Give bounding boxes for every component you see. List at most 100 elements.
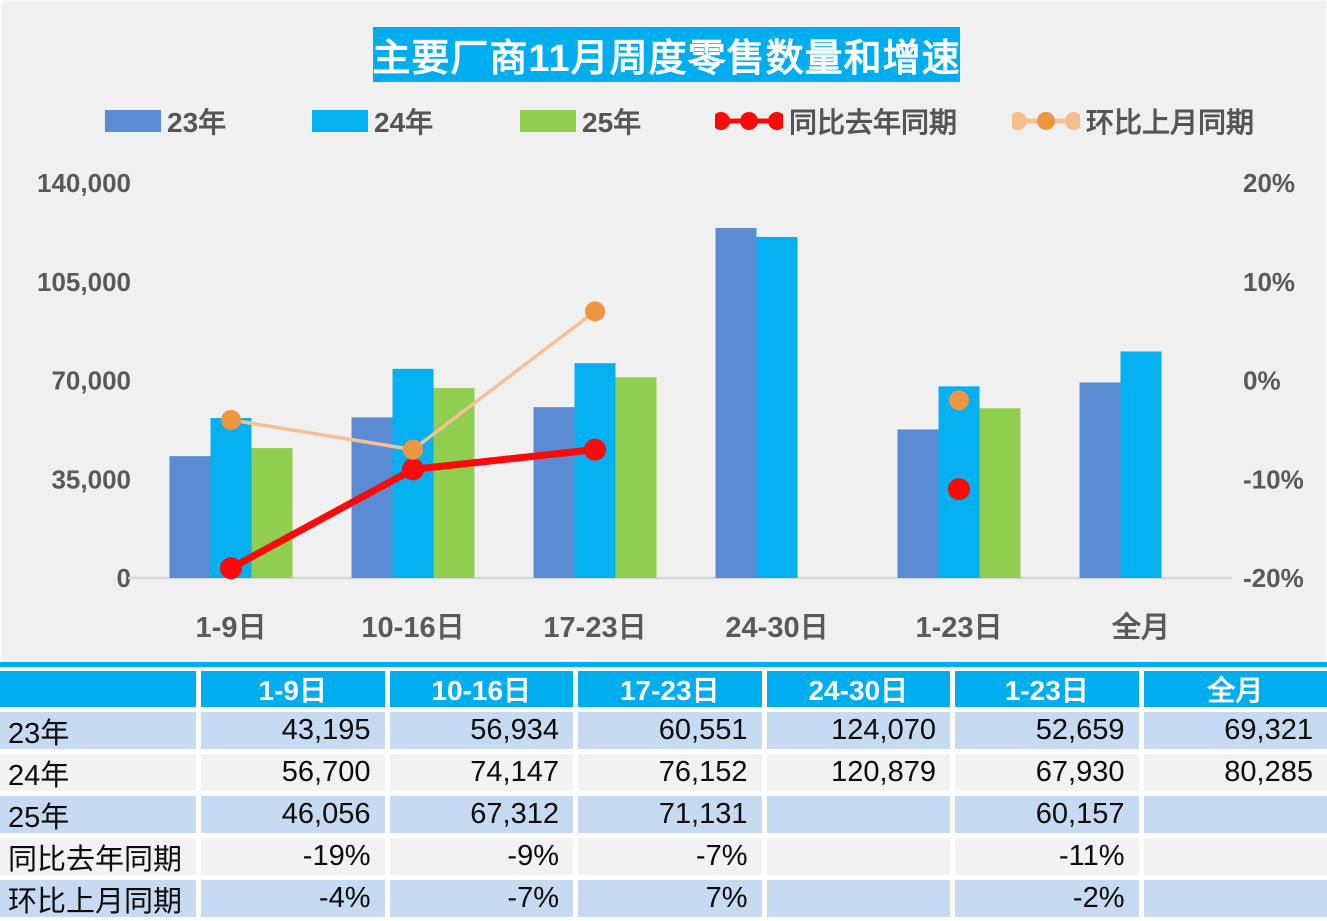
- table-cell: -7%: [578, 838, 762, 875]
- table-cell: 60,157: [955, 796, 1139, 833]
- table-cell: [766, 796, 950, 833]
- left-axis-tick-label: 0: [117, 563, 131, 593]
- table-top-border: [0, 662, 1327, 667]
- left-axis-tick-label: 140,000: [37, 168, 131, 198]
- legend-item-3: 25年: [520, 101, 641, 141]
- table-header-cell: 全月: [1143, 671, 1327, 707]
- x-axis-category-label: 10-16日: [361, 612, 464, 644]
- marker-环比上月同期-1-9日: [221, 410, 241, 430]
- legend-item-2: 24年: [312, 101, 433, 141]
- left-axis-tick-label: 35,000: [51, 464, 131, 494]
- table-cell: 76,152: [578, 754, 762, 791]
- right-axis-tick-label: -10%: [1243, 464, 1304, 494]
- chart-legend: 23年 24年 25年 同比去年同期 环比上月同期: [0, 101, 1327, 141]
- table-header-cell: 17-23日: [578, 671, 762, 707]
- table-header-cell: 1-9日: [201, 671, 385, 707]
- table-header-cell: 10-16日: [389, 671, 573, 707]
- bar-23年-17-23日: [533, 407, 575, 578]
- right-axis-tick-label: 10%: [1243, 267, 1295, 297]
- table-cell: -19%: [201, 838, 385, 875]
- legend-label: 24年: [374, 107, 434, 138]
- marker-同比去年同期-10-16日: [402, 458, 424, 481]
- table-header-cell: 1-23日: [955, 671, 1139, 707]
- marker-同比去年同期-17-23日: [584, 438, 606, 461]
- table-cell: -7%: [389, 880, 573, 917]
- line-segment-同比去年同期: [227, 465, 417, 572]
- legend-label: 同比去年同期: [789, 107, 958, 138]
- x-axis-category-label: 1-9日: [196, 612, 267, 644]
- chart-title: 主要厂商11月周度零售数量和增速: [372, 27, 960, 82]
- chart-panel: 0 35,000 70,000 105,000 140,000 -20% -10% 0% 10%…: [0, 0, 1327, 675]
- line-segment-同比去年同期: [409, 446, 599, 473]
- table-cell: 56,700: [201, 754, 385, 791]
- legend-label: 23年: [167, 107, 227, 138]
- table-cell: [1143, 838, 1327, 875]
- table-header-cell: 24-30日: [766, 671, 950, 707]
- bar-swatch-icon: [520, 110, 576, 132]
- line-marker-icon: [715, 112, 783, 130]
- bar-24年-24-30日: [756, 236, 798, 578]
- bar-25年-1-9日: [251, 448, 293, 578]
- table-cell: 80,285: [1143, 754, 1327, 791]
- marker-环比上月同期-17-23日: [585, 301, 605, 322]
- table-cell: 74,147: [389, 754, 573, 791]
- bar-24年-17-23日: [574, 363, 616, 578]
- table-row-label: 23年: [0, 712, 196, 749]
- table-cell: 71,131: [578, 796, 762, 833]
- table-cell: [1143, 796, 1327, 833]
- line-marker-icon: [1012, 112, 1080, 130]
- bar-swatch-icon: [312, 110, 368, 132]
- table-cell: 56,934: [389, 712, 573, 749]
- marker-同比去年同期-1-9日: [220, 557, 242, 580]
- table-cell: 46,056: [201, 796, 385, 833]
- table-cell: -11%: [955, 838, 1139, 875]
- bar-24年-全月: [1120, 351, 1162, 578]
- right-axis-tick-label: 20%: [1243, 168, 1295, 198]
- table-cell: [766, 838, 950, 875]
- left-axis-tick-label: 70,000: [51, 366, 131, 396]
- marker-环比上月同期-10-16日: [403, 439, 423, 460]
- x-axis-category-label: 17-23日: [543, 612, 646, 644]
- x-axis-category-label: 全月: [1111, 610, 1170, 644]
- x-axis-category-label: 1-23日: [915, 612, 1002, 644]
- table-cell: [766, 880, 950, 917]
- right-axis-tick-label: -20%: [1243, 563, 1304, 593]
- legend-label: 25年: [582, 107, 642, 138]
- bar-25年-1-23日: [979, 408, 1021, 578]
- line-segment-环比上月同期: [411, 309, 597, 452]
- bar-23年-1-9日: [169, 456, 211, 578]
- legend-item-4: 同比去年同期: [715, 101, 957, 141]
- table-cell: 67,930: [955, 754, 1139, 791]
- marker-同比去年同期-1-23日: [948, 478, 970, 501]
- table-cell: 124,070: [766, 712, 950, 749]
- marker-环比上月同期-1-23日: [949, 390, 969, 411]
- legend-item-5: 环比上月同期: [1012, 101, 1254, 141]
- table-cell: [1143, 880, 1327, 917]
- bar-23年-24-30日: [715, 227, 757, 578]
- table-cell: 120,879: [766, 754, 950, 791]
- table-cell: 67,312: [389, 796, 573, 833]
- line-segment-环比上月同期: [229, 418, 415, 452]
- bar-24年-1-9日: [210, 418, 252, 578]
- right-axis-tick-label: 0%: [1243, 366, 1281, 396]
- table-cell: -4%: [201, 880, 385, 917]
- table-row-label: 同比去年同期: [0, 838, 196, 875]
- table-cell: 52,659: [955, 712, 1139, 749]
- table-cell: 60,551: [578, 712, 762, 749]
- table-row-label: 25年: [0, 796, 196, 833]
- table-cell: 7%: [578, 880, 762, 917]
- bar-23年-全月: [1079, 382, 1121, 578]
- bar-23年-1-23日: [897, 429, 939, 578]
- data-table: 1-9日 10-16日 17-23日 24-30日 1-23日 全月 23年 43,195 56…: [0, 662, 1327, 917]
- bar-swatch-icon: [105, 110, 161, 132]
- table-cell: 69,321: [1143, 712, 1327, 749]
- legend-item-1: 23年: [105, 101, 226, 141]
- table-cell: 43,195: [201, 712, 385, 749]
- table-row-label: 24年: [0, 754, 196, 791]
- x-axis-category-label: 24-30日: [725, 612, 828, 644]
- table-header-corner: [0, 671, 196, 707]
- left-axis-tick-label: 105,000: [37, 267, 131, 297]
- legend-label: 环比上月同期: [1086, 107, 1255, 138]
- table-cell: -9%: [389, 838, 573, 875]
- bar-25年-17-23日: [615, 377, 657, 578]
